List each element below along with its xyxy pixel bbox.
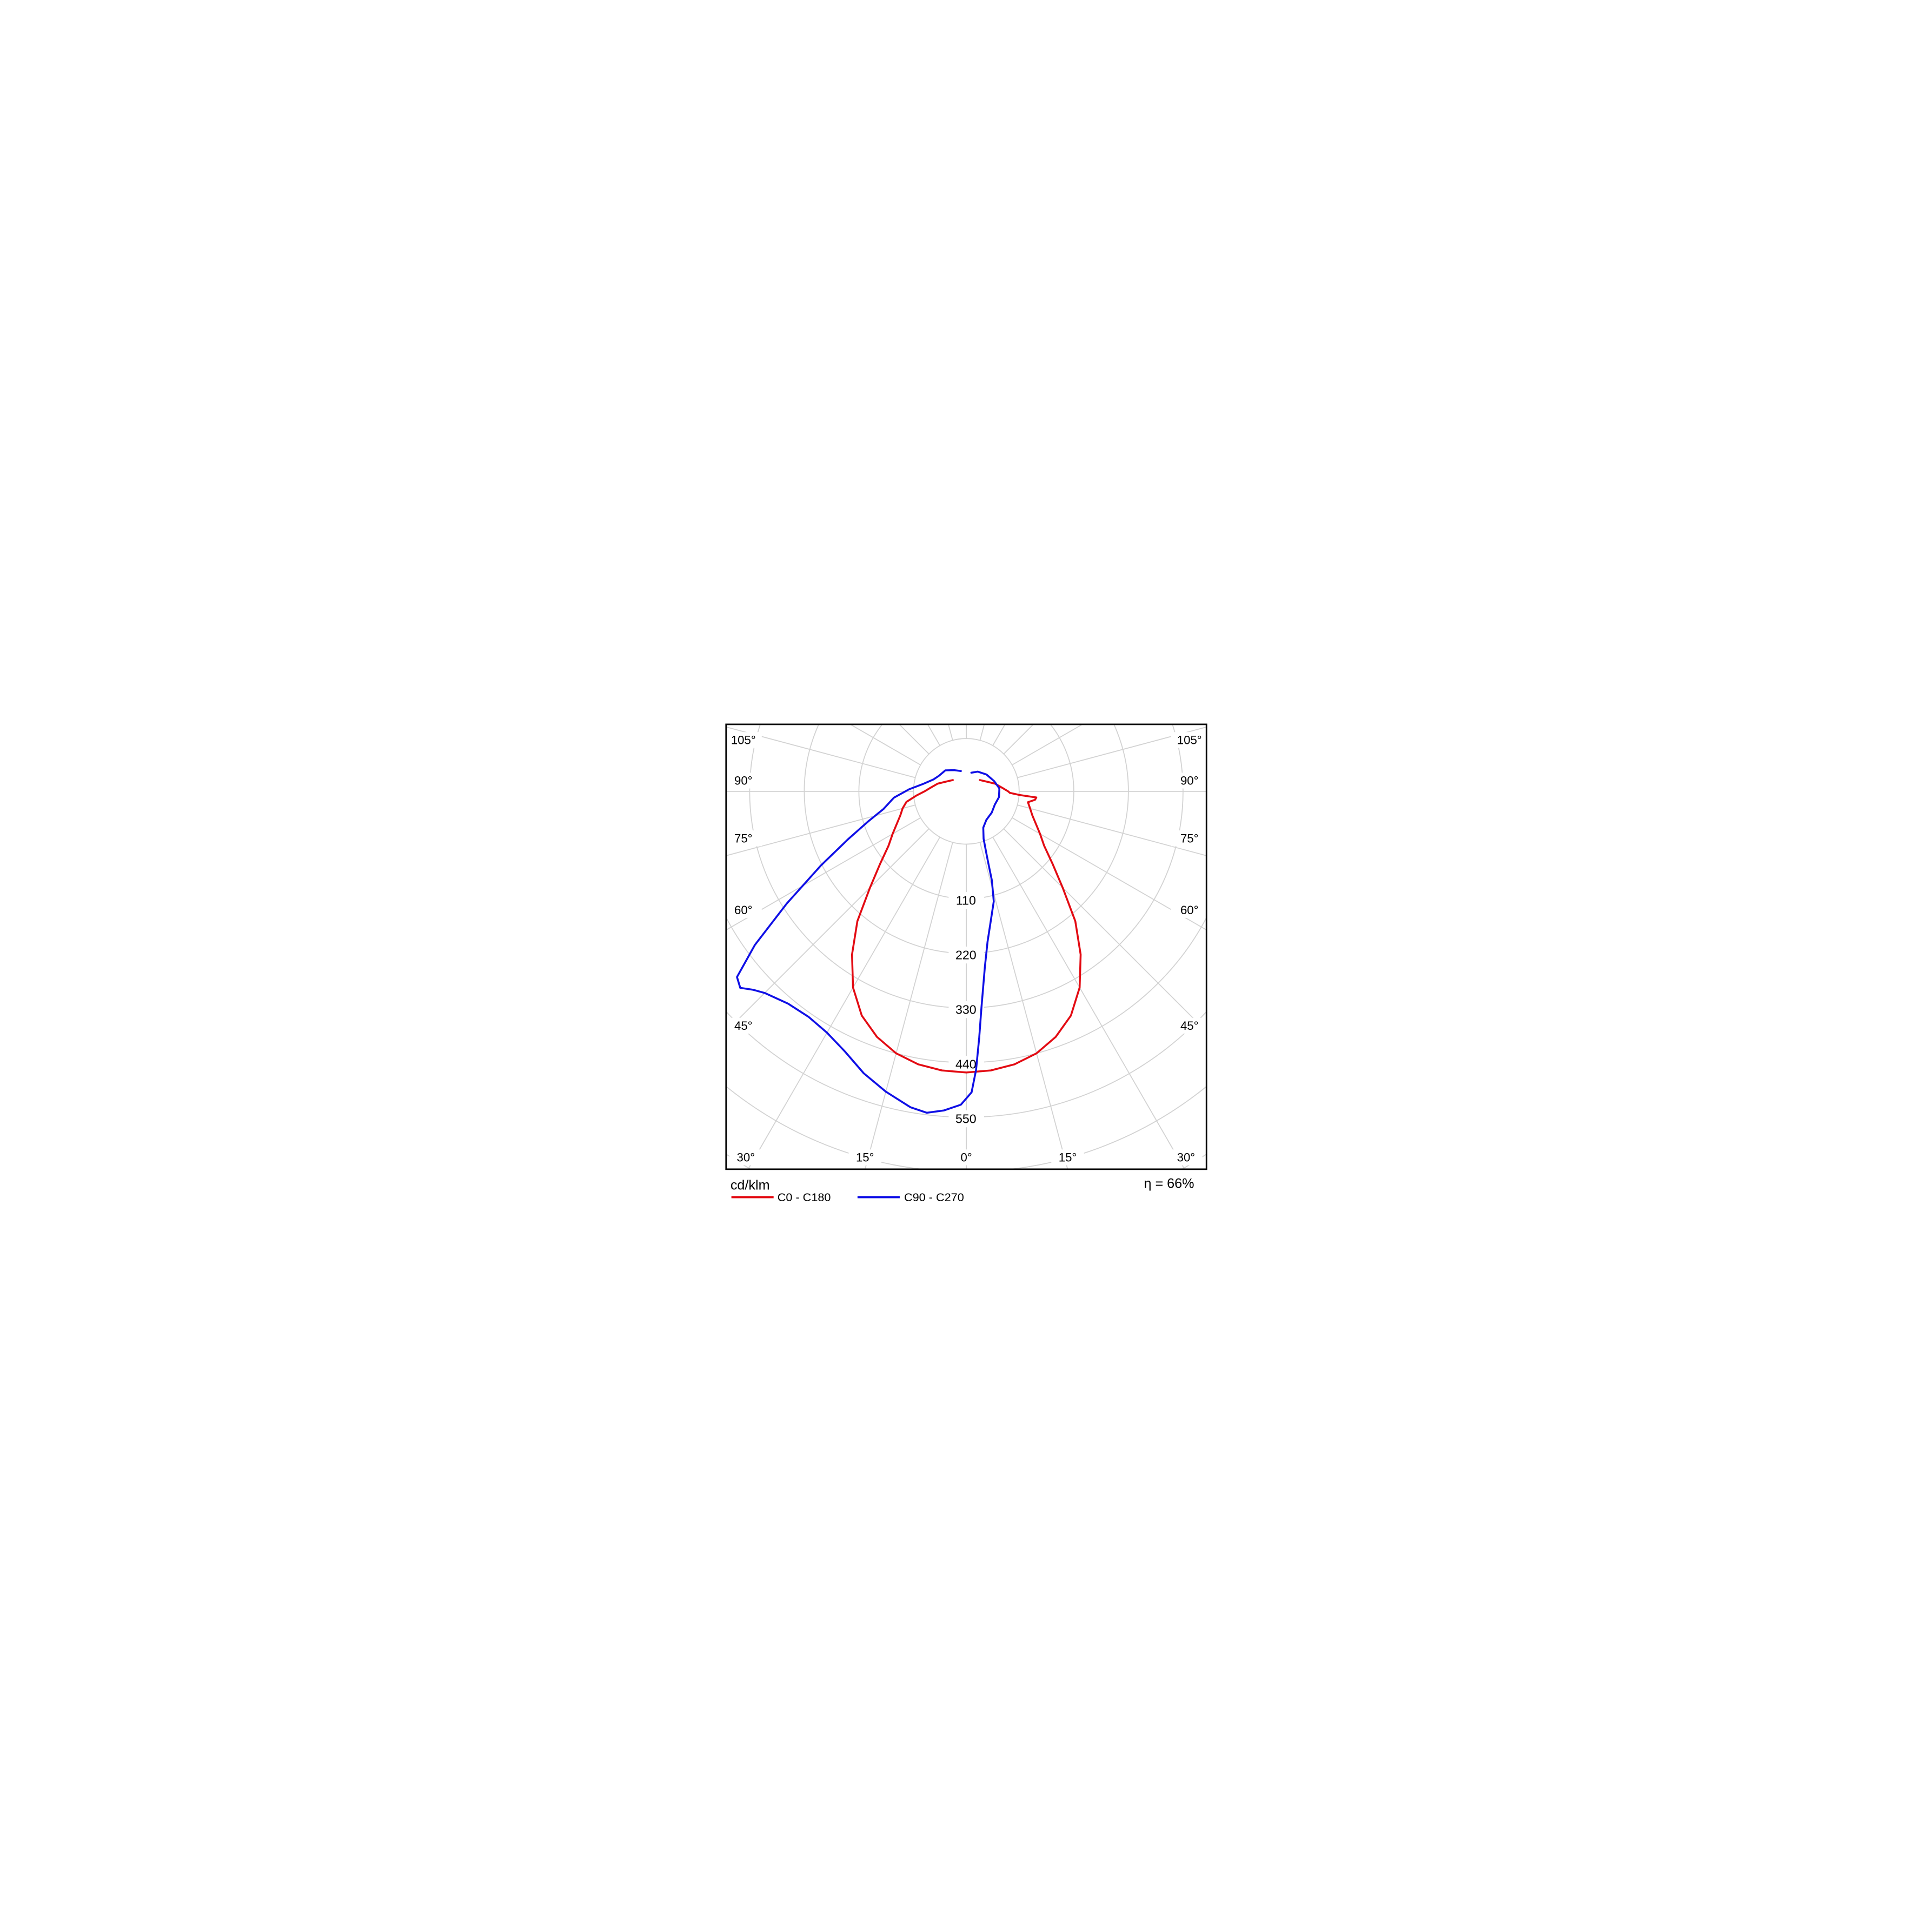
grid-spoke-300 xyxy=(726,817,921,930)
grid-spoke-330 xyxy=(747,837,940,1169)
photometric-diagram: 110 220 330 440 550 105° 105° 90° 90° 75° 75° 60° 6… xyxy=(722,722,1210,1209)
angle-label-bg xyxy=(1171,1017,1208,1034)
angle-label-bg xyxy=(1171,830,1208,847)
legend-label-c90: C90 - C270 xyxy=(904,1190,964,1204)
angle-label-bg xyxy=(1169,1149,1203,1166)
grid-spoke-255 xyxy=(726,727,915,778)
angle-label-bottom-3: 15° xyxy=(1058,1150,1077,1164)
grid-inner-circle xyxy=(913,738,1020,845)
angle-label-left-105: 105° xyxy=(731,733,755,747)
radial-label-330: 330 xyxy=(955,1003,977,1017)
grid-spoke-60 xyxy=(1011,817,1206,930)
angle-label-right-75: 75° xyxy=(1180,831,1198,845)
angle-label-right-90: 90° xyxy=(1180,774,1198,787)
angle-label-bg xyxy=(1171,902,1208,918)
radial-label-bg xyxy=(948,946,984,964)
angle-label-left-75: 75° xyxy=(734,831,753,845)
angle-tick-labels: 105° 105° 90° 90° 75° 75° 60° 60° 45° 45° 30° 15° 0°… xyxy=(725,732,1208,1166)
angle-label-right-105: 105° xyxy=(1177,733,1201,747)
radial-label-550: 550 xyxy=(955,1112,977,1126)
grid-spoke-15 xyxy=(979,842,1068,1169)
curve-c90-c270 xyxy=(735,769,1000,1114)
grid-spoke-345 xyxy=(864,842,953,1169)
radial-label-bg xyxy=(948,1056,984,1073)
plot-frame xyxy=(725,723,1207,1170)
radial-label-220: 220 xyxy=(955,948,977,962)
angle-label-bg xyxy=(848,1149,881,1166)
grid-spoke-285 xyxy=(726,804,915,856)
radial-tick-labels: 110 220 330 440 550 xyxy=(948,891,984,1128)
efficiency-label: η = 66% xyxy=(1144,1176,1194,1191)
radial-label-bg xyxy=(948,1110,984,1128)
angle-label-left-45: 45° xyxy=(734,1019,753,1033)
angle-label-bg xyxy=(1051,1149,1084,1166)
intensity-curves xyxy=(735,769,1081,1114)
legend: C0 - C180 C90 - C270 xyxy=(731,1190,964,1204)
angle-label-bottom-1: 15° xyxy=(855,1150,874,1164)
angle-label-bg xyxy=(1171,732,1208,748)
angle-label-bg xyxy=(729,1149,762,1166)
radial-label-110: 110 xyxy=(955,894,975,908)
grid-spoke-45 xyxy=(1003,828,1206,1031)
angle-label-bottom-0: 30° xyxy=(736,1150,755,1164)
grid-spoke-30 xyxy=(992,837,1185,1169)
radial-label-bg xyxy=(948,1001,984,1018)
angle-label-bg xyxy=(725,902,762,918)
angle-label-right-60: 60° xyxy=(1180,903,1198,917)
angle-label-bg xyxy=(1171,773,1208,789)
angle-label-bg xyxy=(725,1017,762,1034)
radial-label-440: 440 xyxy=(955,1057,977,1071)
radial-label-bg xyxy=(948,891,984,909)
angle-label-bg xyxy=(725,732,762,748)
angle-label-right-45: 45° xyxy=(1180,1019,1198,1033)
angle-label-left-90: 90° xyxy=(734,774,753,787)
angle-label-bg xyxy=(725,773,762,789)
angle-label-bottom-2: 0° xyxy=(960,1150,972,1164)
legend-label-c0: C0 - C180 xyxy=(777,1190,831,1204)
units-label: cd/klm xyxy=(730,1178,769,1193)
grid-spoke-315 xyxy=(726,828,930,1032)
angle-label-left-60: 60° xyxy=(734,903,753,917)
grid-spoke-105 xyxy=(1017,727,1206,778)
grid-spoke-75 xyxy=(1017,804,1206,856)
angle-label-bottom-4: 30° xyxy=(1177,1150,1195,1164)
angle-label-bg xyxy=(725,830,762,847)
polar-grid xyxy=(726,725,1206,1169)
curve-c0-c180 xyxy=(851,779,1081,1074)
polar-chart-svg: 110 220 330 440 550 105° 105° 90° 90° 75° 75° 60° 6… xyxy=(725,723,1208,1204)
angle-label-bg xyxy=(950,1149,982,1166)
